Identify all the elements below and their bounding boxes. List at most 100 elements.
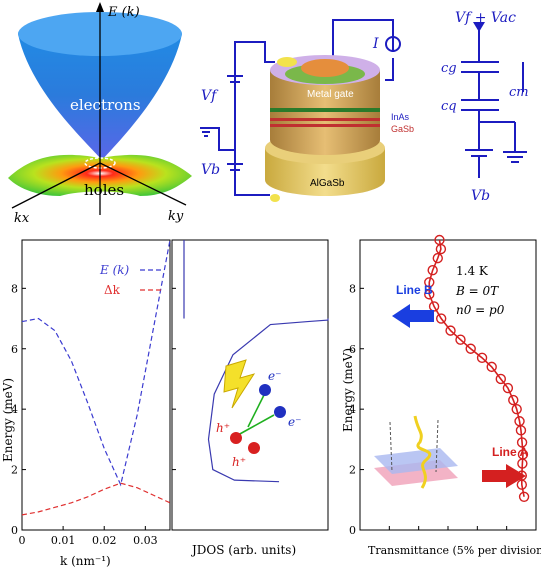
transmittance-point xyxy=(517,458,528,469)
x-tick-label: 0.03 xyxy=(133,534,158,547)
y-tick-label: 6 xyxy=(11,343,18,356)
battery-vb xyxy=(227,163,243,171)
e-k-series-line xyxy=(21,239,171,487)
jdos-xlabel: JDOS (arb. units) xyxy=(190,543,296,557)
inas-label: InAs xyxy=(391,112,410,122)
density-label: n0 = p0 xyxy=(456,303,505,317)
vb-label: Vb xyxy=(201,162,220,178)
axis-ky-label: ky xyxy=(168,209,184,224)
dispersion-axes: 0 2 4 6 8 0 0.01 0.02 0.03 xyxy=(11,239,171,547)
transmittance-point xyxy=(455,334,466,345)
device-stack xyxy=(265,55,385,202)
line-b-label: Line B xyxy=(396,283,433,297)
transmittance-point xyxy=(508,394,519,406)
line-a-label: Line A xyxy=(492,445,529,459)
hole-2-label: h⁺ xyxy=(232,455,246,469)
transmittance-point xyxy=(427,265,438,276)
trans-y-tick-label: 0 xyxy=(349,524,356,537)
trans-y-tick-label: 4 xyxy=(349,403,356,416)
transmittance-point xyxy=(495,373,507,385)
cq-label: cq xyxy=(441,99,457,114)
lightning-icon xyxy=(223,359,256,409)
metal-gate-label: Metal gate xyxy=(307,89,354,100)
transmittance-point xyxy=(445,325,456,336)
dispersion-xlabel: k (nm⁻¹) xyxy=(60,554,111,568)
inset-illustration xyxy=(374,415,458,489)
transmittance-point xyxy=(424,289,435,300)
transmittance-point xyxy=(465,343,476,354)
y-tick-label: 2 xyxy=(11,464,18,477)
trans-y-tick-label: 8 xyxy=(349,282,356,295)
axis-e-label: E (k) xyxy=(107,5,140,20)
trans-y-tick-label: 2 xyxy=(349,464,356,477)
axis-kx-label: kx xyxy=(14,211,30,226)
transmittance-point xyxy=(515,425,527,436)
delta-k-series-line xyxy=(21,482,171,516)
transmittance-point xyxy=(518,491,530,502)
gasb-label: GaSb xyxy=(391,124,414,134)
x-tick-label: 0 xyxy=(19,534,26,547)
transmittance-point xyxy=(435,243,447,255)
algasb-label: AlGaSb xyxy=(310,178,345,189)
electron-2-icon xyxy=(274,406,286,418)
transmittance-ylabel: Energy (meV) xyxy=(341,348,355,432)
band-structure-panel: E (k) electrons holes kx ky xyxy=(8,2,192,226)
transmittance-point xyxy=(486,361,497,373)
device-panel: Metal gate Vf Vb I InAs GaSb AlGaSb xyxy=(200,19,414,202)
vf-label: Vf xyxy=(201,88,219,104)
vb-circuit-label: Vb xyxy=(471,188,490,204)
field-label: B = 0T xyxy=(455,284,499,298)
hole-1-icon xyxy=(230,432,242,444)
hole-1-label: h⁺ xyxy=(216,421,230,435)
x-tick-label: 0.02 xyxy=(92,534,117,547)
transition-illustration: e⁻ e⁻ h⁺ h⁺ xyxy=(216,359,301,469)
x-tick-label: 0.01 xyxy=(51,534,76,547)
k-axes xyxy=(11,8,187,215)
jdos-frame xyxy=(171,239,329,531)
transmittance-axes: 0 2 4 6 8 xyxy=(349,234,537,537)
transmittance-xlabel: Transmittance (5% per division) xyxy=(368,544,541,557)
dispersion-jdos-panel: Energy (meV) 0 2 4 6 8 0 0.01 0.02 0.03 E (k) Δk… xyxy=(1,239,329,568)
dispersion-frame xyxy=(21,239,171,531)
transmittance-point xyxy=(516,437,528,448)
transmittance-frame xyxy=(359,239,537,531)
jdos-axes xyxy=(171,239,329,531)
legend-e-label: E (k) xyxy=(99,263,130,277)
transmittance-point xyxy=(476,352,488,364)
electrons-label: electrons xyxy=(70,96,141,114)
current-source-icon xyxy=(385,36,401,52)
capacitor-circuit-panel: Vf + Vac cg cq cm Vb xyxy=(441,10,529,204)
line-b-arrow xyxy=(392,304,434,328)
legend-delta-label: Δk xyxy=(104,283,121,297)
transmittance-point xyxy=(432,252,443,264)
transmittance-point xyxy=(511,403,522,415)
electron-1-icon xyxy=(259,384,271,396)
electron-2-label: e⁻ xyxy=(288,415,301,429)
line-a-arrow xyxy=(482,464,526,488)
transmittance-point xyxy=(424,277,435,288)
transmittance-point xyxy=(435,313,447,324)
current-label: I xyxy=(372,36,379,52)
dispersion-legend: E (k) Δk xyxy=(99,263,164,297)
hole-2-icon xyxy=(248,442,260,454)
y-tick-label: 4 xyxy=(11,403,18,416)
jdos-series-line xyxy=(207,318,329,483)
dispersion-ylabel: Energy (meV) xyxy=(1,378,15,462)
y-tick-label: 8 xyxy=(11,282,18,295)
transmittance-point xyxy=(502,382,514,394)
temperature-label: 1.4 K xyxy=(456,264,489,278)
input-arrowhead xyxy=(473,22,485,32)
cg-label: cg xyxy=(441,61,457,76)
transmittance-point xyxy=(516,479,528,490)
circuit-wires xyxy=(200,19,394,196)
e-axis-arrowhead xyxy=(96,2,104,12)
transmittance-point xyxy=(428,301,440,312)
trans-y-tick-label: 6 xyxy=(349,343,356,356)
battery-vf xyxy=(227,75,243,83)
vf-vac-label: Vf + Vac xyxy=(455,10,516,26)
electron-1-label: e⁻ xyxy=(268,369,281,383)
y-tick-label: 0 xyxy=(11,524,18,537)
cm-label: cm xyxy=(509,85,529,100)
transmittance-series-line xyxy=(428,239,525,497)
